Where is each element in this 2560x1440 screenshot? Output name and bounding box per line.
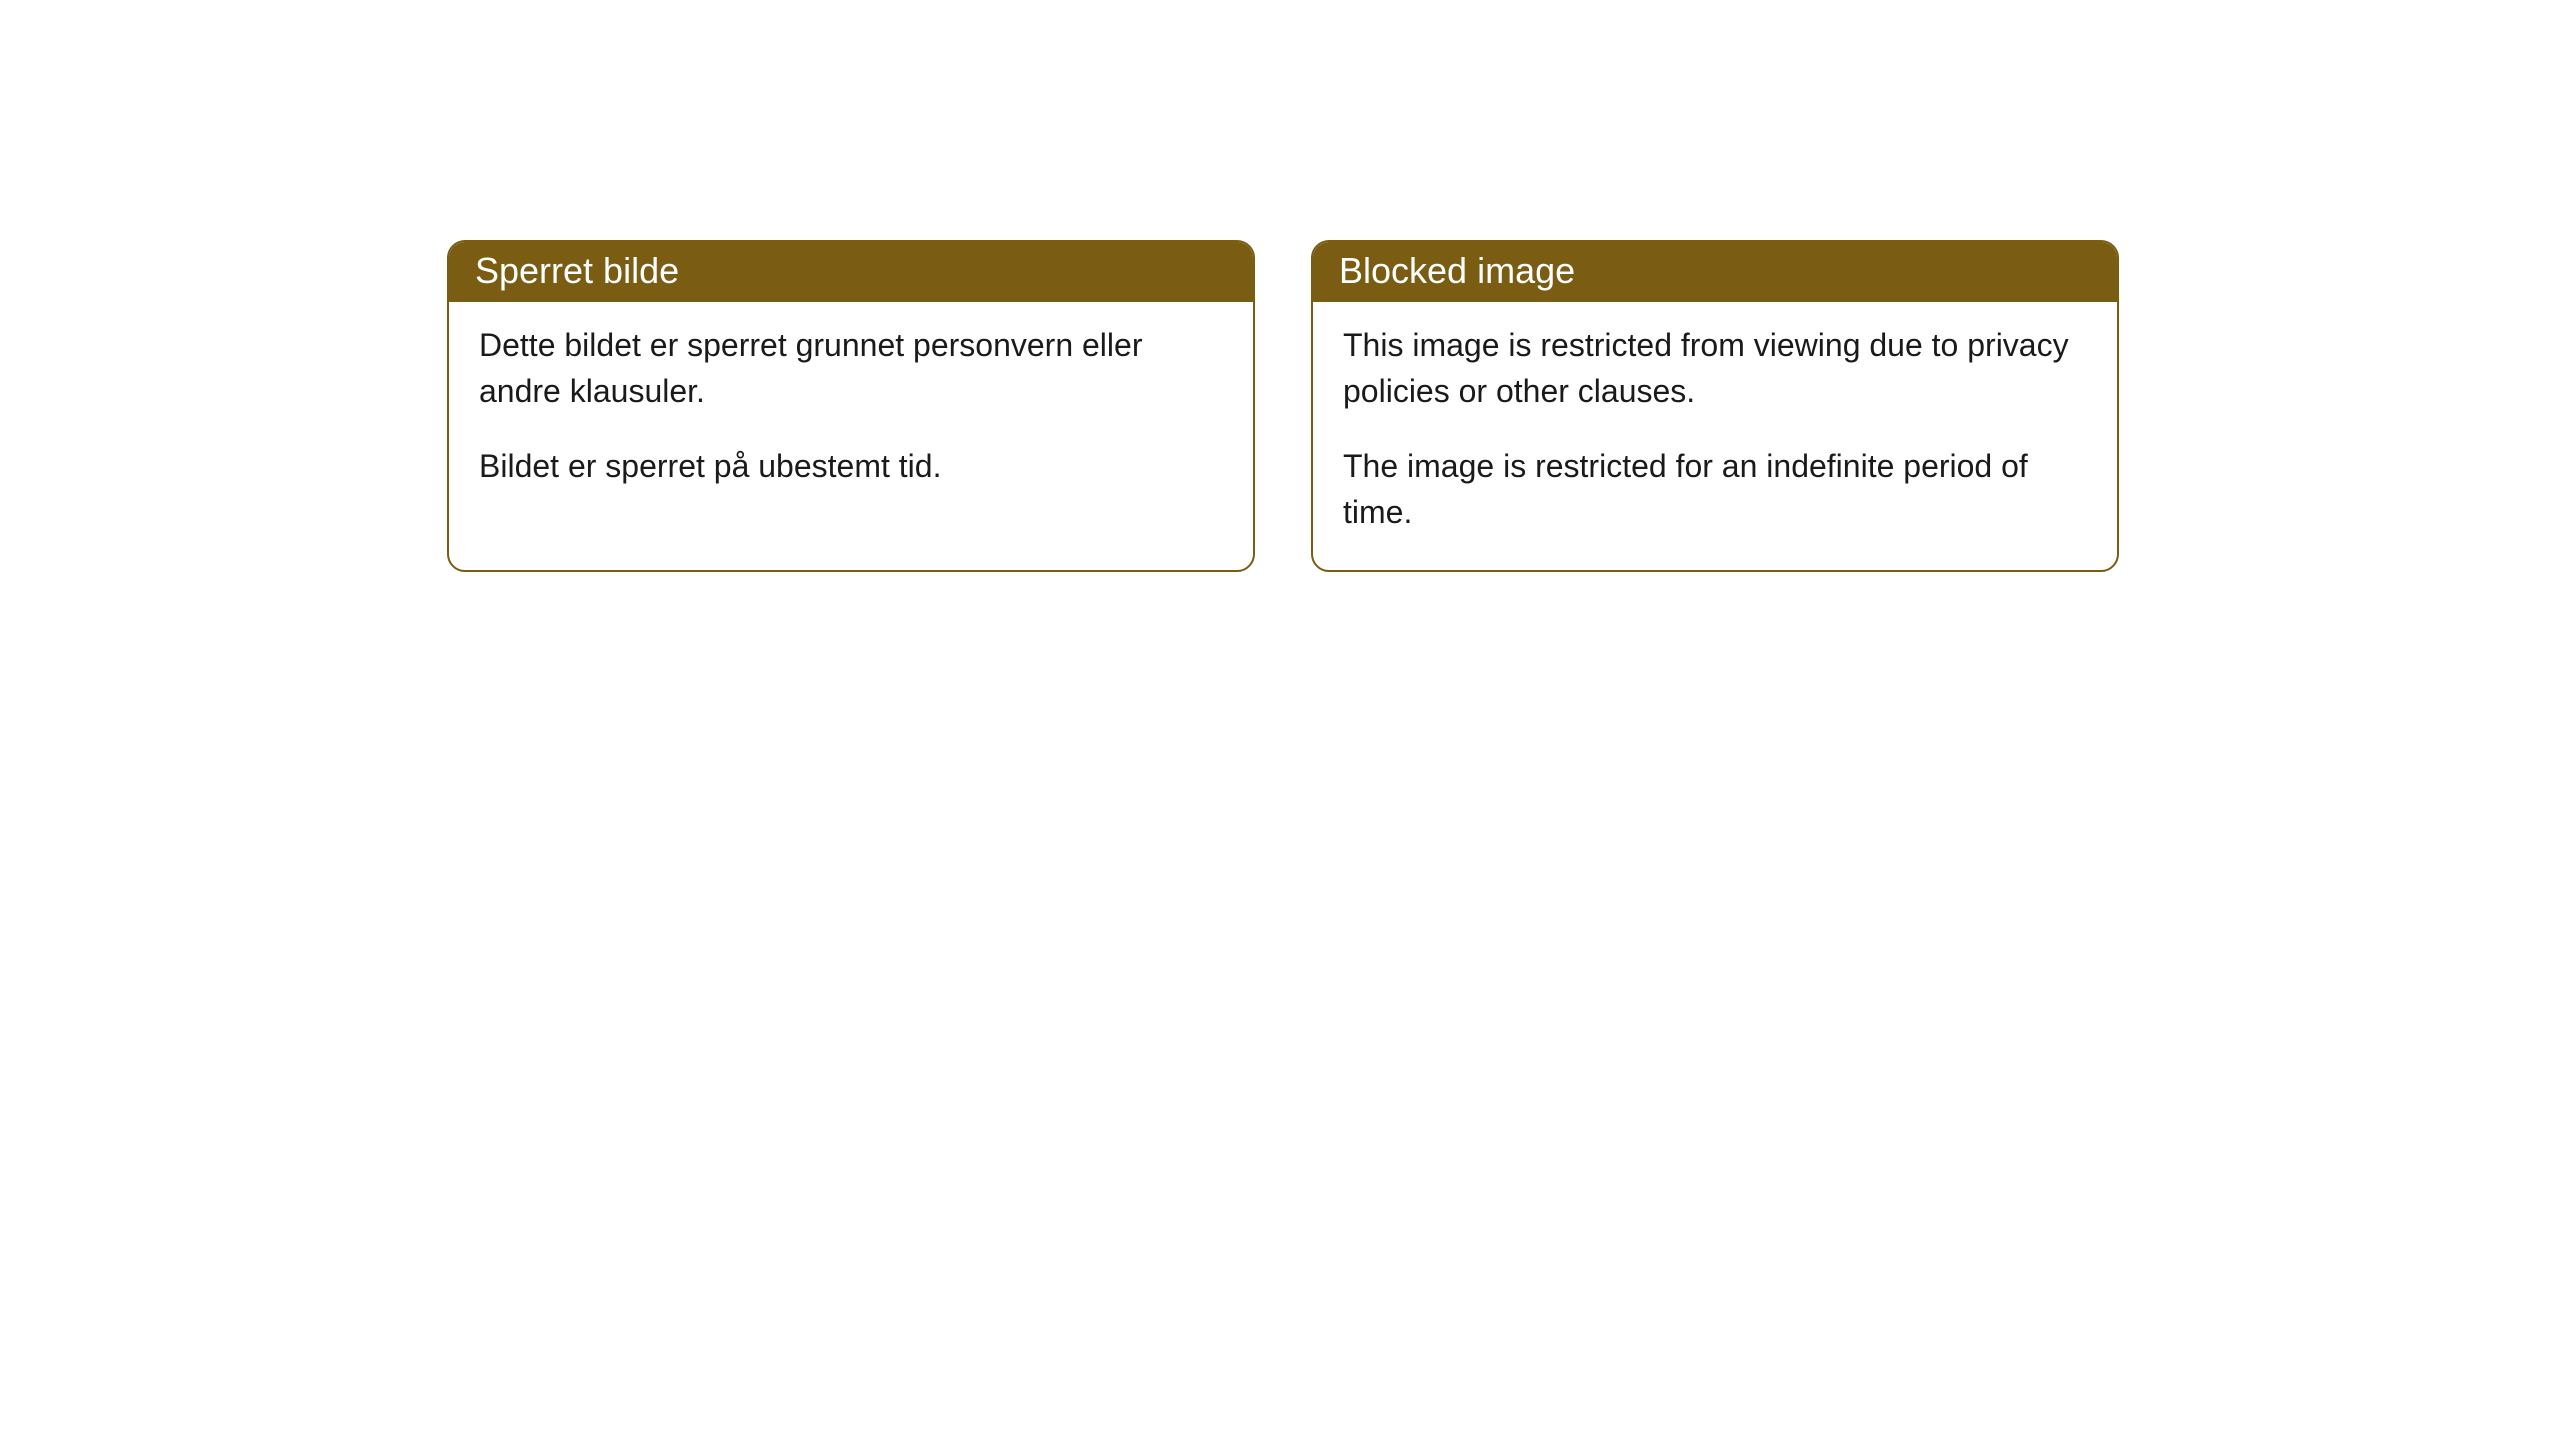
notice-cards-container: Sperret bilde Dette bildet er sperret gr…	[447, 240, 2119, 572]
card-paragraph-2: Bildet er sperret på ubestemt tid.	[479, 443, 1223, 489]
blocked-image-card-norwegian: Sperret bilde Dette bildet er sperret gr…	[447, 240, 1255, 572]
card-title: Sperret bilde	[475, 250, 679, 291]
card-header-norwegian: Sperret bilde	[449, 242, 1253, 302]
card-body-norwegian: Dette bildet er sperret grunnet personve…	[449, 302, 1253, 523]
card-paragraph-1: This image is restricted from viewing du…	[1343, 322, 2087, 415]
blocked-image-card-english: Blocked image This image is restricted f…	[1311, 240, 2119, 572]
card-paragraph-2: The image is restricted for an indefinit…	[1343, 443, 2087, 536]
card-header-english: Blocked image	[1313, 242, 2117, 302]
card-title: Blocked image	[1339, 250, 1575, 291]
card-paragraph-1: Dette bildet er sperret grunnet personve…	[479, 322, 1223, 415]
card-body-english: This image is restricted from viewing du…	[1313, 302, 2117, 570]
